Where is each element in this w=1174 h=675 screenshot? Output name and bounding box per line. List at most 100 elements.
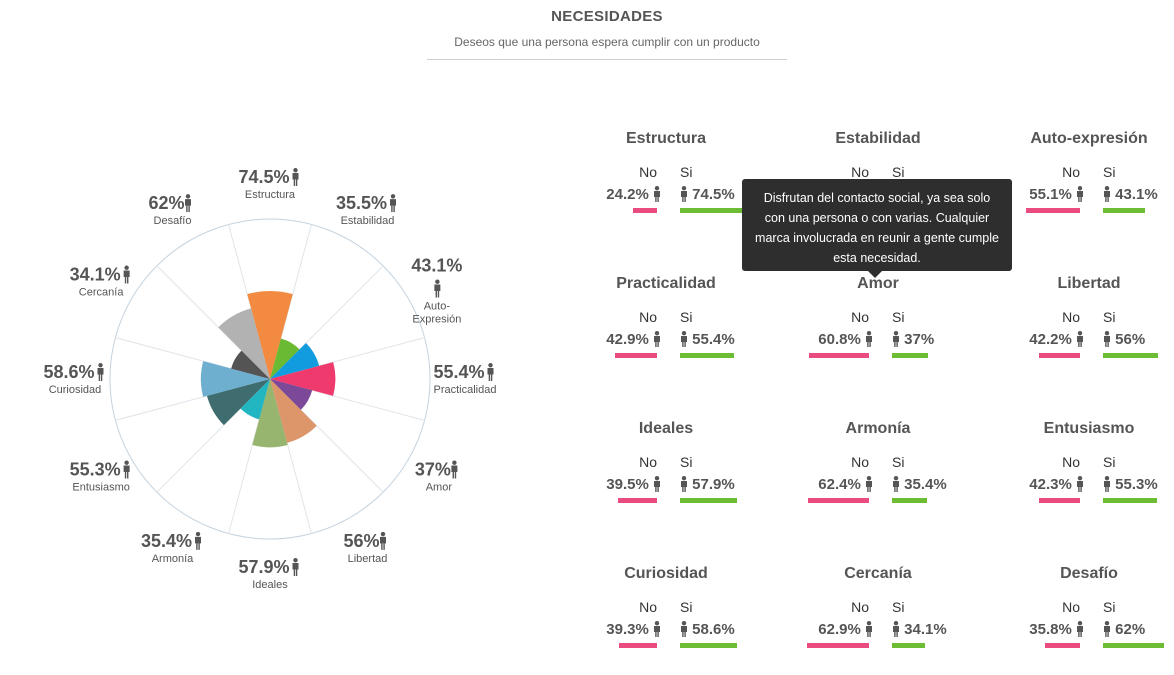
header-divider bbox=[427, 59, 787, 60]
no-bar bbox=[618, 643, 657, 648]
no-label: No bbox=[1062, 454, 1080, 470]
si-bar bbox=[1103, 643, 1164, 648]
rose-wedge-6[interactable] bbox=[252, 379, 288, 448]
rose-label-8: 55.3% Entusiasmo bbox=[70, 460, 130, 494]
person-icon bbox=[654, 186, 660, 202]
si-value-group: 55.3% bbox=[1103, 476, 1158, 493]
person-icon bbox=[654, 621, 660, 637]
no-value: 42.3% bbox=[1029, 476, 1072, 493]
card-title: Auto-expresión bbox=[1030, 130, 1148, 147]
no-bar bbox=[807, 643, 869, 648]
no-value-group: 55.1% bbox=[1029, 186, 1084, 203]
rose-wedge-8[interactable] bbox=[206, 379, 270, 426]
no-value: 62.4% bbox=[818, 476, 861, 493]
person-icon bbox=[866, 331, 872, 347]
card-title: Cercanía bbox=[844, 565, 912, 582]
card-title: Curiosidad bbox=[624, 565, 708, 582]
rose-pct-2: 43.1% bbox=[411, 256, 462, 276]
si-value-group: 56% bbox=[1103, 331, 1145, 348]
si-value: 43.1% bbox=[1115, 186, 1158, 203]
rose-pct-6: 57.9% bbox=[238, 557, 289, 577]
rose-label-4: 37% Amor bbox=[415, 460, 458, 494]
need-card-9[interactable]: Curiosidad No Si 39.3% 58.6% bbox=[561, 565, 771, 675]
needs-rose-chart: 74.5% Estructura 35.5% Estabilidad 43.1% Auto… bbox=[43, 167, 496, 591]
person-icon bbox=[380, 531, 386, 550]
rose-label-6: 57.9% Ideales bbox=[238, 557, 299, 591]
need-card-7[interactable]: Armonía No Si 62.4% 35.4% bbox=[773, 420, 983, 530]
need-card-4[interactable]: Amor No Si 60.8% 37% bbox=[773, 275, 983, 385]
si-value: 35.4% bbox=[904, 476, 947, 493]
need-card-2[interactable]: Auto-expresión No Si 55.1% 43.1% bbox=[984, 130, 1174, 240]
no-value-group: 62.9% bbox=[818, 621, 873, 638]
rose-name-1: Estabilidad bbox=[341, 215, 395, 227]
si-value: 37% bbox=[904, 331, 935, 348]
rose-wedge-4[interactable] bbox=[270, 379, 313, 410]
need-card-11[interactable]: Desafío No Si 35.8% 62% bbox=[984, 565, 1174, 675]
si-bar bbox=[680, 208, 753, 213]
rose-name-10: Cercanía bbox=[79, 287, 125, 299]
si-value: 56% bbox=[1115, 331, 1146, 348]
no-label: No bbox=[1062, 599, 1080, 615]
person-icon bbox=[390, 194, 396, 213]
person-icon bbox=[1104, 476, 1110, 492]
person-icon bbox=[681, 621, 687, 637]
person-icon bbox=[292, 168, 299, 186]
si-bar bbox=[892, 353, 929, 358]
need-card-0[interactable]: Estructura No Si 24.2% 74.5% bbox=[561, 130, 771, 240]
si-bar bbox=[1103, 498, 1158, 503]
rose-wedge-5[interactable] bbox=[270, 379, 317, 443]
rose-outer-ring bbox=[109, 218, 431, 540]
rose-label-2: 43.1% Auto-Expresión bbox=[411, 256, 462, 326]
need-card-5[interactable]: Libertad No Si 42.2% 56% bbox=[984, 275, 1174, 385]
rose-grid-line bbox=[228, 224, 271, 380]
si-value: 57.9% bbox=[692, 476, 735, 493]
rose-pct-7: 35.4% bbox=[141, 531, 192, 551]
need-card-3[interactable]: Practicalidad No Si 42.9% 55.4% bbox=[561, 275, 771, 385]
no-bar bbox=[807, 498, 869, 503]
no-value: 39.5% bbox=[606, 476, 649, 493]
need-card-8[interactable]: Entusiasmo No Si 42.3% 55.3% bbox=[984, 420, 1174, 530]
rose-wedge-9[interactable] bbox=[200, 361, 270, 397]
need-card-10[interactable]: Cercanía No Si 62.9% 34.1% bbox=[773, 565, 983, 675]
rose-wedge-10[interactable] bbox=[231, 350, 270, 379]
rose-wedge-3[interactable] bbox=[270, 362, 336, 396]
rose-wedge-11[interactable] bbox=[218, 308, 270, 379]
rose-pct-11: 62% bbox=[148, 193, 184, 213]
si-label: Si bbox=[892, 164, 905, 180]
no-bar bbox=[809, 353, 869, 358]
no-value-group: 24.2% bbox=[606, 186, 661, 203]
si-bar bbox=[1103, 353, 1158, 358]
need-card-6[interactable]: Ideales No Si 39.5% 57.9% bbox=[561, 420, 771, 530]
rose-label-3: 55.4% Practicalidad bbox=[433, 362, 496, 396]
no-value: 55.1% bbox=[1029, 186, 1072, 203]
no-value-group: 35.8% bbox=[1029, 621, 1084, 638]
card-title: Practicalidad bbox=[616, 275, 716, 292]
card-title: Libertad bbox=[1057, 275, 1121, 292]
person-icon bbox=[681, 476, 687, 492]
no-label: No bbox=[639, 454, 657, 470]
rose-wedge-1[interactable] bbox=[270, 338, 300, 379]
si-label: Si bbox=[892, 454, 905, 470]
no-value-group: 62.4% bbox=[818, 476, 873, 493]
si-bar bbox=[892, 643, 926, 648]
person-icon bbox=[654, 331, 660, 347]
no-value: 60.8% bbox=[818, 331, 861, 348]
si-value-group: 74.5% bbox=[680, 186, 735, 203]
si-value-group: 62% bbox=[1103, 621, 1145, 638]
no-label: No bbox=[851, 599, 869, 615]
rose-pct-10: 34.1% bbox=[70, 265, 121, 285]
rose-name-2-b: Expresión bbox=[412, 314, 461, 326]
card-title: Ideales bbox=[638, 420, 694, 437]
no-value-group: 39.3% bbox=[606, 621, 661, 638]
person-icon bbox=[866, 621, 872, 637]
rose-wedge-7[interactable] bbox=[240, 379, 270, 420]
si-bar bbox=[680, 353, 735, 358]
rose-wedge-0[interactable] bbox=[247, 291, 293, 379]
rose-label-1: 35.5% Estabilidad bbox=[336, 193, 396, 227]
rose-wedge-2[interactable] bbox=[270, 343, 320, 379]
rose-label-5: 56% Libertad bbox=[343, 531, 387, 565]
rose-name-11: Desafío bbox=[154, 215, 192, 227]
card-title: Estabilidad bbox=[835, 130, 921, 147]
si-bar bbox=[892, 498, 927, 503]
no-bar bbox=[615, 353, 657, 358]
